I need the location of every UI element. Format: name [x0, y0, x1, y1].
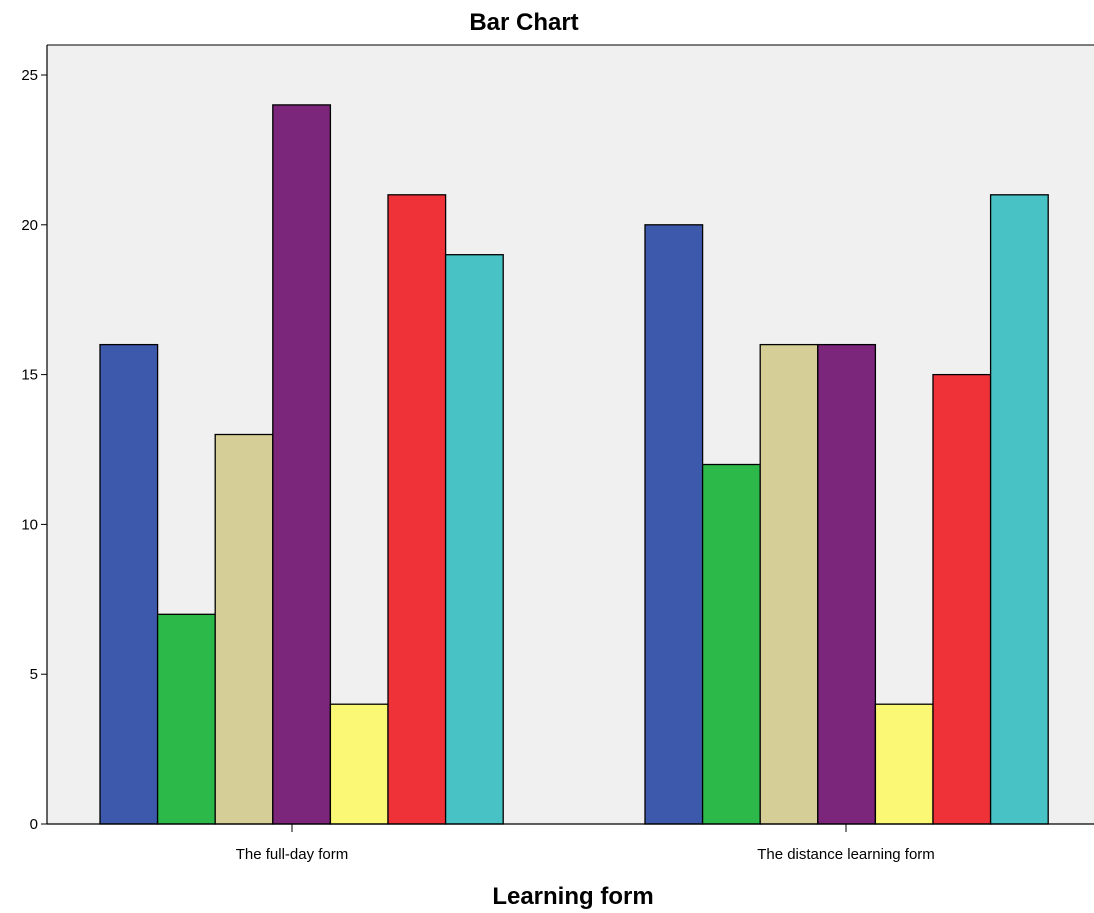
bar-1-4 — [272, 104, 332, 825]
y-tick-label: 20 — [21, 217, 38, 234]
bar-1-3 — [214, 433, 274, 825]
bar-1-6 — [387, 194, 447, 825]
bar-2-3 — [759, 343, 819, 825]
x-ticks-layer: The full-day form The distance learning f… — [236, 824, 935, 863]
bar-1-2 — [156, 613, 216, 825]
bar-2-5 — [874, 703, 934, 825]
bar-2-1 — [644, 224, 704, 825]
y-ticks-layer: 0 5 10 15 20 25 — [21, 67, 47, 833]
bar-2-4 — [817, 343, 877, 825]
bar-2-6 — [932, 373, 992, 825]
bar-1-5 — [329, 703, 389, 825]
bars-layer — [99, 104, 1049, 825]
bar-1-7 — [444, 254, 504, 825]
bar-1-1 — [99, 343, 159, 825]
chart-title: Bar Chart — [469, 9, 578, 36]
bar-2-7 — [989, 194, 1049, 825]
y-tick-label: 10 — [21, 516, 38, 533]
y-tick-label: 25 — [21, 67, 38, 84]
x-category-label: The distance learning form — [757, 846, 935, 863]
x-axis-label: Learning form — [492, 883, 653, 910]
y-tick-label: 15 — [21, 367, 38, 384]
bar-2-2 — [701, 463, 761, 825]
y-tick-label: 5 — [30, 666, 38, 683]
x-category-label: The full-day form — [236, 846, 349, 863]
y-tick-label: 0 — [30, 816, 38, 833]
